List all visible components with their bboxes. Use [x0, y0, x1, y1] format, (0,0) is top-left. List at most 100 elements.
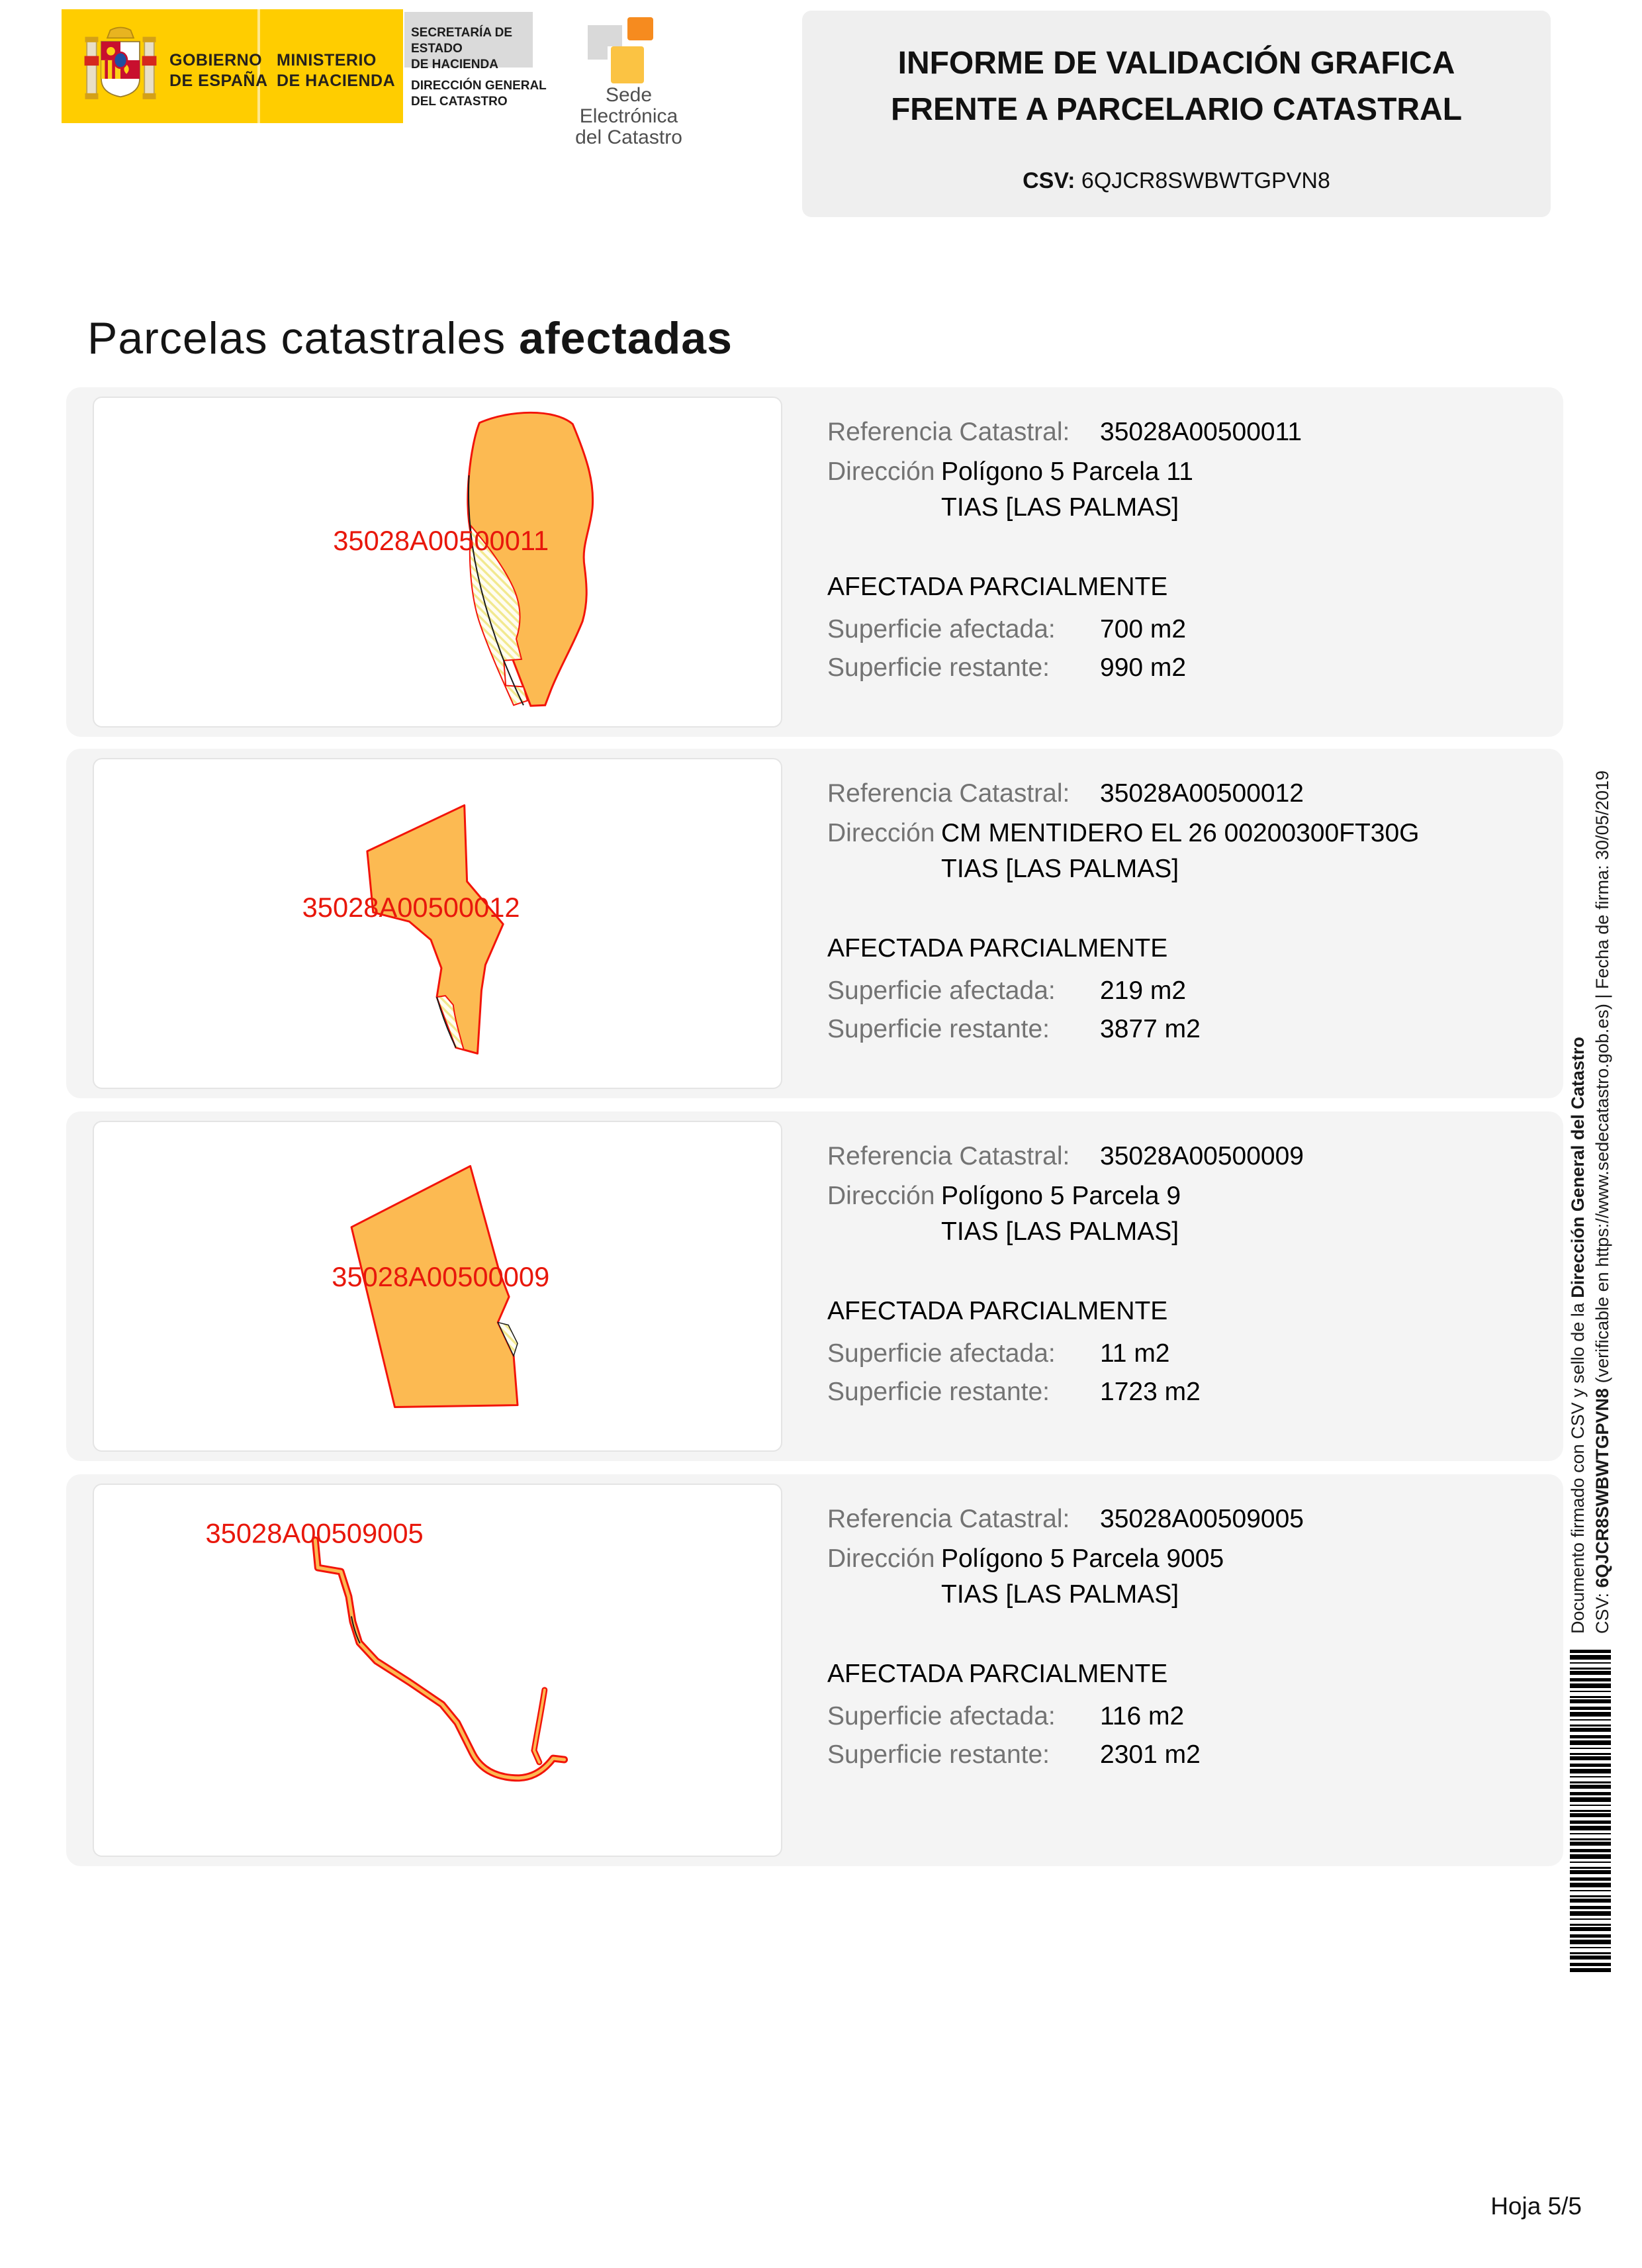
parcel-fill-ribbon: [313, 1538, 567, 1780]
map-label: 35028A00509005: [206, 1517, 424, 1548]
boundary-accent: [468, 475, 524, 706]
superficie-afectada-label: Superficie afectada:: [827, 976, 1056, 1005]
spain-coat-of-arms-icon: [84, 26, 157, 99]
parcel-map-card: 35028A00509005: [93, 1484, 782, 1857]
secretaria-line2: DE HACIENDA: [411, 58, 498, 71]
government-logo: GOBIERNO DE ESPAÑA MINISTERIO DE HACIEND…: [62, 9, 403, 123]
parcel-outline: [366, 804, 504, 1055]
direccion-label: Dirección: [827, 457, 935, 486]
parcel-outline: [311, 1536, 569, 1782]
referencia-label: Referencia Catastral:: [827, 779, 1070, 808]
csv-line: CSV: 6QJCR8SWBWTGPVN8: [802, 168, 1551, 194]
logo-divider: [257, 9, 260, 123]
gobierno-espana-label: GOBIERNO DE ESPAÑA: [169, 50, 268, 91]
referencia-value: 35028A00500009: [1100, 1142, 1304, 1170]
superficie-restante-value: 990 m2: [1100, 653, 1187, 682]
parcel-map-card: 35028A00500011: [93, 397, 782, 728]
superficie-afectada-value: 11 m2: [1100, 1339, 1170, 1368]
sede-line1: Sede Electrónica: [579, 84, 678, 127]
page-title-normal: Parcelas catastrales: [87, 313, 506, 363]
signature-csv-value: 6QJCR8SWBWTGPVN8: [1592, 1388, 1612, 1593]
page-title: Parcelas catastrales afectadas: [87, 312, 733, 364]
boundary-accent: [436, 996, 457, 1048]
parcel-row: 35028A00500009 Referencia Catastral: 350…: [66, 1111, 1563, 1461]
referencia-label: Referencia Catastral:: [827, 1142, 1070, 1170]
signature-csv-label: CSV:: [1592, 1592, 1612, 1634]
report-title-box: INFORME DE VALIDACIÓN GRAFICA FRENTE A P…: [802, 11, 1551, 217]
sede-logo-yellow-square: [611, 46, 644, 83]
signature-line1: Documento firmado con CSV y sello de la …: [1566, 641, 1590, 1634]
map-label: 35028A00500009: [332, 1261, 549, 1292]
csv-value: 6QJCR8SWBWTGPVN8: [1075, 168, 1330, 193]
superficie-afectada-value: 116 m2: [1100, 1702, 1185, 1730]
ministerio-line2: DE HACIENDA: [277, 71, 396, 90]
superficie-afectada-value: 219 m2: [1100, 976, 1187, 1005]
boundary-accent: [350, 1616, 361, 1644]
secretaria-box: SECRETARÍA DE ESTADO DE HACIENDA: [404, 12, 533, 71]
direccion-label: Dirección: [827, 1182, 935, 1210]
direccion-line2: DEL CATASTRO: [411, 95, 508, 109]
signature-line2: CSV: 6QJCR8SWBWTGPVN8 (verificable en ht…: [1590, 641, 1615, 1634]
signature-margin-text: Documento firmado con CSV y sello de la …: [1566, 641, 1615, 1634]
estado-afectacion: AFECTADA PARCIALMENTE: [827, 573, 1168, 601]
superficie-afectada-value: 700 m2: [1100, 615, 1187, 643]
secretaria-label: SECRETARÍA DE ESTADO DE HACIENDA: [411, 25, 533, 73]
report-title-line2: FRENTE A PARCELARIO CATASTRAL: [890, 92, 1463, 127]
direccion-municipio: TIAS [LAS PALMAS]: [941, 1217, 1179, 1246]
direccion-value: Polígono 5 Parcela 9: [941, 1182, 1181, 1210]
referencia-value: 35028A00500012: [1100, 779, 1304, 808]
parcel-map-1: 35028A00500011: [333, 411, 594, 707]
ministerio-line1: MINISTERIO: [277, 51, 377, 70]
parcel-map-card: 35028A00500012: [93, 758, 782, 1089]
direccion-value: Polígono 5 Parcela 9005: [941, 1544, 1224, 1573]
sede-line2: del Catastro: [575, 126, 682, 148]
report-title-line1: INFORME DE VALIDACIÓN GRAFICA: [897, 46, 1455, 81]
parcel-branch-fill: [532, 1688, 546, 1764]
affected-area-hatch: [435, 995, 465, 1051]
sede-electronica-logo: Sede Electrónica del Catastro: [563, 0, 748, 148]
superficie-afectada-label: Superficie afectada:: [827, 615, 1056, 643]
parcel-map-card: 35028A00500009: [93, 1121, 782, 1452]
direccion-value: CM MENTIDERO EL 26 00200300FT30G: [941, 819, 1420, 847]
parcel-outline: [467, 411, 594, 707]
direccion-label: Dirección: [827, 1544, 935, 1573]
parcel-map-4: 35028A00509005: [206, 1517, 569, 1782]
referencia-value: 35028A00500011: [1100, 418, 1302, 446]
direccion-municipio: TIAS [LAS PALMAS]: [941, 493, 1179, 522]
direccion-value: Polígono 5 Parcela 11: [941, 457, 1193, 486]
parcel-row: 35028A00500012 Referencia Catastral: 350…: [66, 749, 1563, 1098]
direccion-municipio: TIAS [LAS PALMAS]: [941, 1580, 1179, 1609]
gobierno-line2: DE ESPAÑA: [169, 71, 268, 90]
estado-afectacion: AFECTADA PARCIALMENTE: [827, 1297, 1168, 1325]
gobierno-line1: GOBIERNO: [169, 51, 263, 70]
direccion-label: Dirección: [827, 819, 935, 847]
parcel-map-3: 35028A00500009: [332, 1164, 549, 1409]
page-title-bold: afectadas: [506, 313, 733, 363]
superficie-restante-value: 3877 m2: [1100, 1015, 1201, 1043]
csv-label: CSV:: [1023, 168, 1075, 193]
barcode: [1570, 1650, 1611, 1972]
superficie-afectada-label: Superficie afectada:: [827, 1702, 1056, 1730]
signature-line1-bold: Dirección General del Catastro: [1568, 1037, 1588, 1303]
signature-line2-rest: (verificable en https://www.sedecatastro…: [1592, 770, 1612, 1388]
estado-afectacion: AFECTADA PARCIALMENTE: [827, 934, 1168, 963]
referencia-value: 35028A00509005: [1100, 1505, 1304, 1533]
parcel-row: 35028A00500011 Referencia Catastral: 350…: [66, 387, 1563, 737]
map-label: 35028A00500011: [333, 525, 549, 556]
superficie-afectada-label: Superficie afectada:: [827, 1339, 1056, 1368]
map-label: 35028A00500012: [302, 892, 520, 923]
direccion-municipio: TIAS [LAS PALMAS]: [941, 855, 1179, 883]
secretaria-line1: SECRETARÍA DE ESTADO: [411, 26, 513, 56]
referencia-label: Referencia Catastral:: [827, 1505, 1070, 1533]
sede-logo-orange-square: [627, 17, 653, 40]
affected-area-hatch: [469, 524, 529, 706]
direccion-line1: DIRECCIÓN GENERAL: [411, 79, 547, 93]
superficie-restante-label: Superficie restante:: [827, 1378, 1050, 1406]
direccion-general-label: DIRECCIÓN GENERAL DEL CATASTRO: [411, 78, 547, 110]
referencia-label: Referencia Catastral:: [827, 418, 1070, 446]
sede-logo-label: Sede Electrónica del Catastro: [564, 85, 694, 148]
signature-line1-normal: Documento firmado con CSV y sello de la: [1568, 1303, 1588, 1634]
parcel-row: 35028A00509005 Referencia Catastral: 350…: [66, 1474, 1563, 1866]
parcel-map-2: 35028A00500012: [302, 804, 520, 1055]
